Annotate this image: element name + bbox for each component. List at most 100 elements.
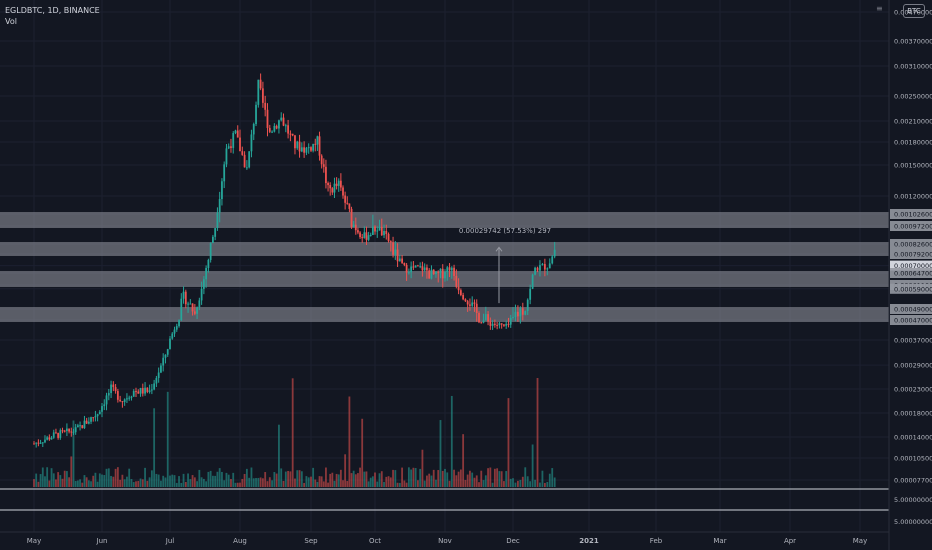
candle-body[interactable] — [225, 148, 228, 165]
candle-body[interactable] — [191, 303, 194, 312]
resistance-zone[interactable] — [0, 307, 889, 322]
candle-body[interactable] — [521, 308, 524, 315]
candle-body[interactable] — [396, 249, 399, 262]
candle-body[interactable] — [327, 183, 329, 186]
candle-body[interactable] — [166, 349, 169, 355]
candle-body[interactable] — [318, 136, 321, 156]
candle-body[interactable] — [546, 268, 549, 270]
candle-body[interactable] — [48, 437, 51, 440]
candle-body[interactable] — [162, 357, 165, 366]
candle-body[interactable] — [517, 311, 519, 317]
candle-body[interactable] — [503, 324, 505, 326]
candle-body[interactable] — [46, 437, 49, 440]
candle-body[interactable] — [171, 333, 174, 339]
candle-body[interactable] — [193, 311, 196, 314]
candle-body[interactable] — [344, 195, 347, 203]
candle-body[interactable] — [498, 323, 501, 326]
candle-body[interactable] — [35, 442, 38, 444]
candle-body[interactable] — [214, 228, 217, 237]
candle-body[interactable] — [507, 323, 510, 325]
candle-body[interactable] — [68, 428, 70, 432]
candle-body[interactable] — [155, 377, 158, 384]
candle-body[interactable] — [389, 241, 392, 243]
candle-body[interactable] — [245, 167, 248, 169]
candle-body[interactable] — [314, 143, 317, 145]
candle-body[interactable] — [205, 267, 208, 280]
candle-body[interactable] — [121, 401, 124, 403]
candle-body[interactable] — [41, 442, 44, 444]
candle-body[interactable] — [462, 295, 465, 300]
candle-body[interactable] — [448, 267, 451, 271]
candle-body[interactable] — [207, 259, 210, 268]
candle-body[interactable] — [85, 420, 88, 424]
candle-body[interactable] — [243, 154, 246, 168]
candle-body[interactable] — [365, 232, 368, 240]
candle-body[interactable] — [536, 267, 539, 271]
candle-body[interactable] — [52, 432, 55, 438]
candle-body[interactable] — [361, 237, 364, 239]
candle-body[interactable] — [350, 208, 353, 227]
candle-body[interactable] — [484, 314, 487, 321]
candle-body[interactable] — [374, 226, 376, 232]
candle-body[interactable] — [403, 262, 406, 265]
candle-body[interactable] — [126, 398, 128, 400]
candle-body[interactable] — [551, 256, 554, 264]
price-range-measure[interactable]: 0.00029742 (57.53%) 297 — [459, 227, 551, 304]
candle-body[interactable] — [333, 183, 336, 193]
candle-body[interactable] — [512, 317, 514, 319]
candle-body[interactable] — [534, 267, 536, 275]
candle-body[interactable] — [209, 243, 212, 260]
candle-body[interactable] — [432, 269, 435, 275]
candle-body[interactable] — [212, 236, 214, 244]
candle-body[interactable] — [123, 399, 126, 402]
candle-body[interactable] — [548, 263, 551, 269]
candle-body[interactable] — [79, 425, 81, 427]
candle-body[interactable] — [346, 202, 349, 204]
candle-body[interactable] — [239, 137, 241, 152]
candle-body[interactable] — [63, 430, 66, 432]
candle-body[interactable] — [184, 291, 187, 305]
candle-body[interactable] — [257, 79, 260, 105]
candle-body[interactable] — [482, 320, 485, 323]
candle-body[interactable] — [303, 147, 306, 153]
candle-body[interactable] — [273, 125, 276, 132]
candle-body[interactable] — [74, 427, 77, 433]
candle-body[interactable] — [287, 125, 289, 134]
candle-body[interactable] — [398, 258, 401, 262]
candle-body[interactable] — [312, 143, 315, 151]
candle-body[interactable] — [421, 266, 424, 271]
candle-body[interactable] — [307, 147, 310, 149]
candle-body[interactable] — [291, 133, 294, 136]
candle-body[interactable] — [363, 232, 366, 238]
candle-body[interactable] — [282, 117, 285, 126]
candle-body[interactable] — [144, 387, 146, 394]
candle-body[interactable] — [271, 131, 273, 133]
candle-body[interactable] — [175, 326, 178, 330]
candle-body[interactable] — [526, 299, 529, 312]
candle-body[interactable] — [248, 151, 251, 168]
candle-body[interactable] — [489, 321, 492, 326]
candle-body[interactable] — [357, 230, 359, 233]
candle-body[interactable] — [164, 354, 167, 358]
time-axis[interactable]: May Jun Jul Aug Sep Oct Nov Dec 2021 Feb Mar Apr May — [27, 537, 867, 545]
candle-body[interactable] — [457, 286, 460, 291]
candle-body[interactable] — [132, 391, 135, 397]
candle-body[interactable] — [119, 399, 122, 402]
candle-body[interactable] — [255, 104, 257, 125]
candle-body[interactable] — [268, 127, 271, 132]
candle-body[interactable] — [241, 151, 244, 155]
candle-body[interactable] — [473, 302, 476, 304]
candle-body[interactable] — [500, 323, 503, 325]
candle-body[interactable] — [294, 135, 296, 149]
candle-body[interactable] — [232, 133, 235, 148]
candle-body[interactable] — [96, 414, 99, 417]
candle-body[interactable] — [98, 411, 101, 415]
candle-body[interactable] — [543, 264, 546, 270]
price-axis[interactable]: 0.00470000 0.00370000 0.00310000 0.00250000… — [890, 9, 932, 485]
candle-body[interactable] — [178, 320, 180, 327]
candle-body[interactable] — [196, 307, 198, 314]
candle-body[interactable] — [234, 130, 237, 134]
resistance-zone[interactable] — [0, 242, 889, 256]
candle-body[interactable] — [439, 268, 442, 273]
candle-body[interactable] — [202, 279, 205, 289]
